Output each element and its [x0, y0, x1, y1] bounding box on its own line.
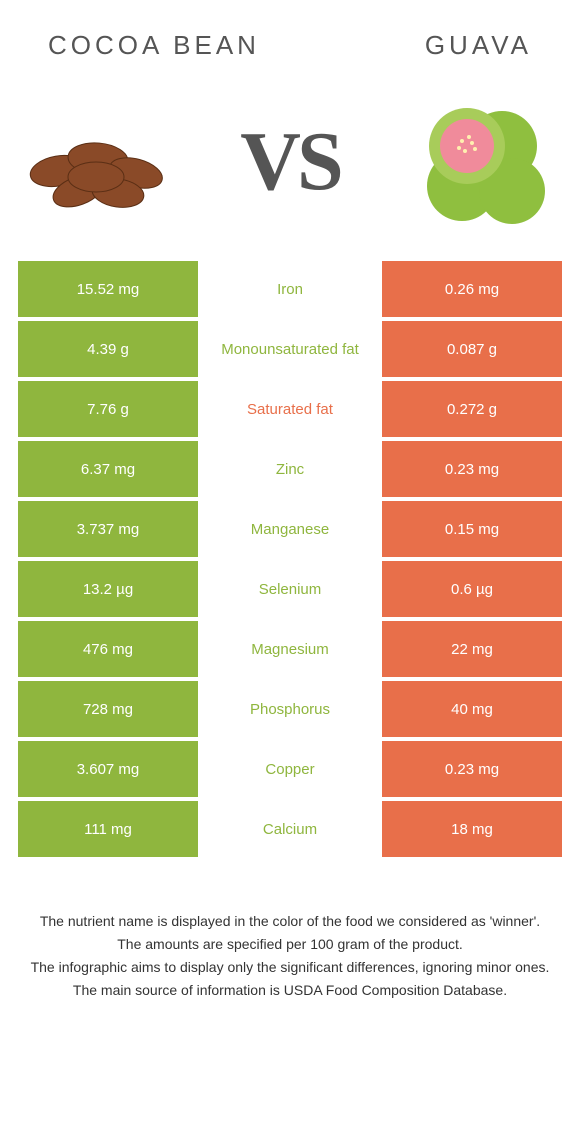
left-value: 13.2 µg [18, 561, 198, 617]
table-row: 13.2 µgSelenium0.6 µg [18, 561, 562, 617]
footer-line: The amounts are specified per 100 gram o… [28, 934, 552, 955]
left-value: 111 mg [18, 801, 198, 857]
nutrient-name: Calcium [198, 801, 382, 857]
left-value: 476 mg [18, 621, 198, 677]
nutrient-name: Phosphorus [198, 681, 382, 737]
table-row: 15.52 mgIron0.26 mg [18, 261, 562, 317]
nutrient-name: Monounsaturated fat [198, 321, 382, 377]
footer-line: The main source of information is USDA F… [28, 980, 552, 1001]
nutrient-name: Manganese [198, 501, 382, 557]
left-value: 728 mg [18, 681, 198, 737]
right-value: 40 mg [382, 681, 562, 737]
nutrient-name: Copper [198, 741, 382, 797]
right-value: 0.15 mg [382, 501, 562, 557]
table-row: 111 mgCalcium18 mg [18, 801, 562, 857]
footer-line: The nutrient name is displayed in the co… [28, 911, 552, 932]
table-row: 3.607 mgCopper0.23 mg [18, 741, 562, 797]
left-value: 3.737 mg [18, 501, 198, 557]
table-row: 6.37 mgZinc0.23 mg [18, 441, 562, 497]
right-value: 0.272 g [382, 381, 562, 437]
comparison-table: 15.52 mgIron0.26 mg4.39 gMonounsaturated… [18, 261, 562, 857]
right-value: 22 mg [382, 621, 562, 677]
table-row: 476 mgMagnesium22 mg [18, 621, 562, 677]
right-value: 0.26 mg [382, 261, 562, 317]
nutrient-name: Magnesium [198, 621, 382, 677]
right-value: 18 mg [382, 801, 562, 857]
cocoa-bean-image [18, 91, 178, 231]
vs-label: VS [240, 113, 339, 210]
table-row: 4.39 gMonounsaturated fat0.087 g [18, 321, 562, 377]
table-row: 728 mgPhosphorus40 mg [18, 681, 562, 737]
left-value: 4.39 g [18, 321, 198, 377]
left-value: 7.76 g [18, 381, 198, 437]
right-value: 0.23 mg [382, 441, 562, 497]
right-value: 0.087 g [382, 321, 562, 377]
right-food-title: GUAVA [425, 30, 532, 61]
nutrient-name: Saturated fat [198, 381, 382, 437]
nutrient-name: Zinc [198, 441, 382, 497]
hero-row: VS [18, 81, 562, 261]
footer-notes: The nutrient name is displayed in the co… [18, 861, 562, 1001]
left-food-title: COCOA BEAN [48, 30, 260, 61]
footer-line: The infographic aims to display only the… [28, 957, 552, 978]
table-row: 3.737 mgManganese0.15 mg [18, 501, 562, 557]
table-row: 7.76 gSaturated fat0.272 g [18, 381, 562, 437]
right-value: 0.23 mg [382, 741, 562, 797]
nutrient-name: Iron [198, 261, 382, 317]
titles-row: COCOA BEAN GUAVA [18, 20, 562, 81]
nutrient-name: Selenium [198, 561, 382, 617]
right-value: 0.6 µg [382, 561, 562, 617]
left-value: 3.607 mg [18, 741, 198, 797]
left-value: 6.37 mg [18, 441, 198, 497]
guava-image [402, 91, 562, 231]
left-value: 15.52 mg [18, 261, 198, 317]
